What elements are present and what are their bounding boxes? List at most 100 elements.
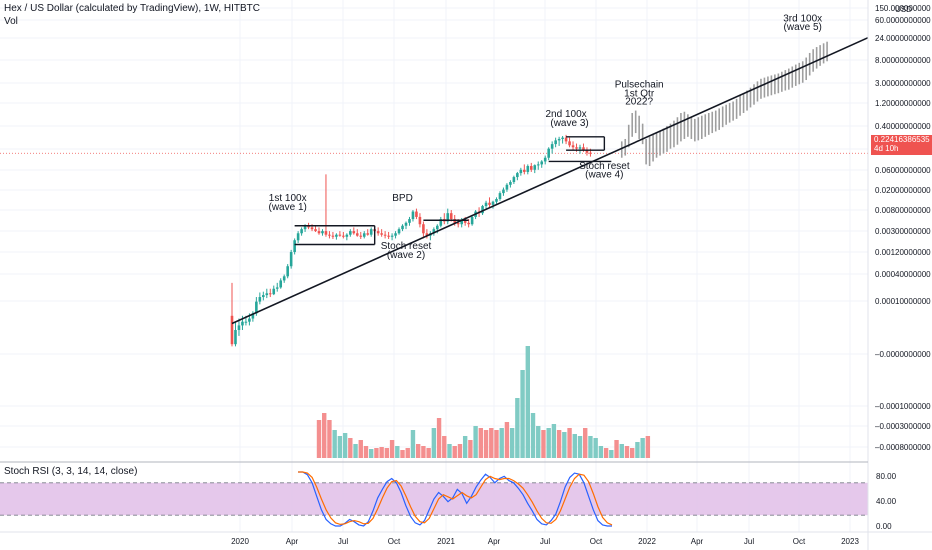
candle-body — [488, 202, 491, 205]
volume-bar — [556, 430, 562, 458]
stoch-tick-label: 40.00 — [876, 497, 897, 506]
candle-body — [366, 233, 370, 235]
candle-body — [404, 222, 408, 226]
candle-body — [345, 234, 349, 237]
annotation-text: Stoch reset — [381, 241, 432, 252]
price-tick-label: –0.0003000000 — [875, 422, 931, 431]
candle-body — [422, 224, 425, 234]
volume-bar — [630, 448, 635, 458]
candle-body — [328, 234, 331, 236]
volume-bar — [369, 449, 374, 458]
candle-body — [470, 216, 474, 225]
time-tick-label: Jul — [338, 537, 348, 546]
volume-bar — [353, 444, 358, 458]
candle-body — [582, 147, 585, 151]
candle-body — [432, 229, 436, 234]
volume-bar — [421, 446, 426, 458]
price-tick-label: 0.00010000000 — [875, 297, 931, 306]
volume-bar — [395, 446, 400, 458]
volume-bar — [322, 413, 327, 458]
volume-bar — [478, 428, 484, 458]
candle-body — [237, 325, 241, 330]
volume-bar — [567, 428, 572, 458]
volume-bar — [593, 438, 598, 458]
chart-title: Hex / US Dollar (calculated by TradingVi… — [4, 3, 261, 14]
annotation-text: (wave 4) — [585, 170, 623, 181]
price-tick-label: 0.06000000000 — [875, 166, 931, 175]
price-tick-label: 0.02000000000 — [875, 186, 931, 195]
candle-body — [543, 157, 547, 162]
stoch-label: Stoch RSI (3, 3, 14, 14, close) — [4, 466, 138, 477]
candle-body — [589, 152, 592, 154]
candle-body — [244, 321, 248, 323]
time-tick-label: Jul — [540, 537, 550, 546]
volume-bar — [389, 440, 395, 458]
price-tick-label: 24.0000000000 — [875, 34, 931, 43]
candle-body — [415, 211, 418, 217]
volume-bar — [572, 434, 577, 458]
price-tick-label: 150.000000000 — [875, 4, 931, 13]
candle-body — [262, 295, 265, 298]
volume-bar — [473, 426, 478, 458]
annotation-text: (wave 3) — [550, 118, 588, 129]
candle-body — [575, 147, 578, 149]
volume-bar — [358, 440, 363, 458]
price-tick-label: 0.40000000000 — [875, 122, 931, 131]
volume-bar — [483, 430, 489, 458]
candle-body — [324, 231, 328, 235]
candle-body — [467, 222, 470, 225]
time-tick-label: 2023 — [841, 537, 859, 546]
candle-body — [314, 229, 317, 232]
candle-body — [484, 202, 488, 207]
annotation-text: 2022? — [625, 97, 653, 108]
annotation-text: 3rd 100x — [783, 13, 822, 24]
candle-body — [561, 137, 564, 139]
time-tick-label: Apr — [286, 537, 299, 546]
price-tick-label: 0.00800000000 — [875, 206, 931, 215]
volume-bar — [541, 430, 546, 458]
candle-body — [519, 169, 523, 174]
currency-label: USD — [895, 5, 912, 14]
volume-bar — [635, 442, 640, 458]
time-axis: 2020 Apr Jul Oct 2021 Apr Jul Oct 2022 Apr Jul Oct 2… — [0, 461, 932, 546]
candle-body — [509, 182, 512, 185]
volume-bar — [468, 440, 473, 458]
candle-body — [523, 169, 526, 172]
candle-body — [383, 234, 387, 236]
annotation-text: Pulsechain — [615, 80, 664, 91]
candle-body — [275, 287, 279, 289]
candle-body — [359, 235, 363, 237]
candle-body — [230, 315, 234, 345]
candle-body — [258, 297, 262, 302]
stoch-tick-label: 80.00 — [876, 472, 897, 481]
price-tick-label: 3.00000000000 — [875, 79, 931, 88]
candle-body — [449, 213, 453, 220]
candle-body — [502, 189, 505, 194]
candle-body — [491, 201, 495, 205]
volume-bar — [504, 422, 510, 458]
candle-body — [418, 216, 422, 225]
stoch-k-line — [298, 471, 612, 527]
candle-body — [397, 229, 401, 234]
candle-body — [550, 144, 554, 149]
candle-body — [481, 206, 484, 214]
volume-bar — [384, 448, 390, 458]
candle-body — [248, 318, 251, 322]
candle-body — [498, 193, 502, 199]
candle-body — [463, 220, 467, 223]
candle-body — [411, 211, 415, 220]
volume-bar — [447, 444, 452, 458]
price-tick-label: 0.00120000000 — [875, 248, 931, 257]
candle-body — [456, 222, 460, 225]
volume-bar — [410, 430, 416, 458]
volume-bar — [551, 424, 557, 458]
stoch-rsi-lines — [298, 471, 613, 527]
candle-body — [578, 147, 582, 149]
candle-body — [289, 252, 293, 267]
price-tick-label: –0.0000000000 — [875, 350, 931, 359]
volume-bar — [489, 428, 494, 458]
time-tick-label: 2022 — [638, 537, 656, 546]
candle-body — [380, 233, 383, 235]
volume-bar — [520, 370, 525, 458]
